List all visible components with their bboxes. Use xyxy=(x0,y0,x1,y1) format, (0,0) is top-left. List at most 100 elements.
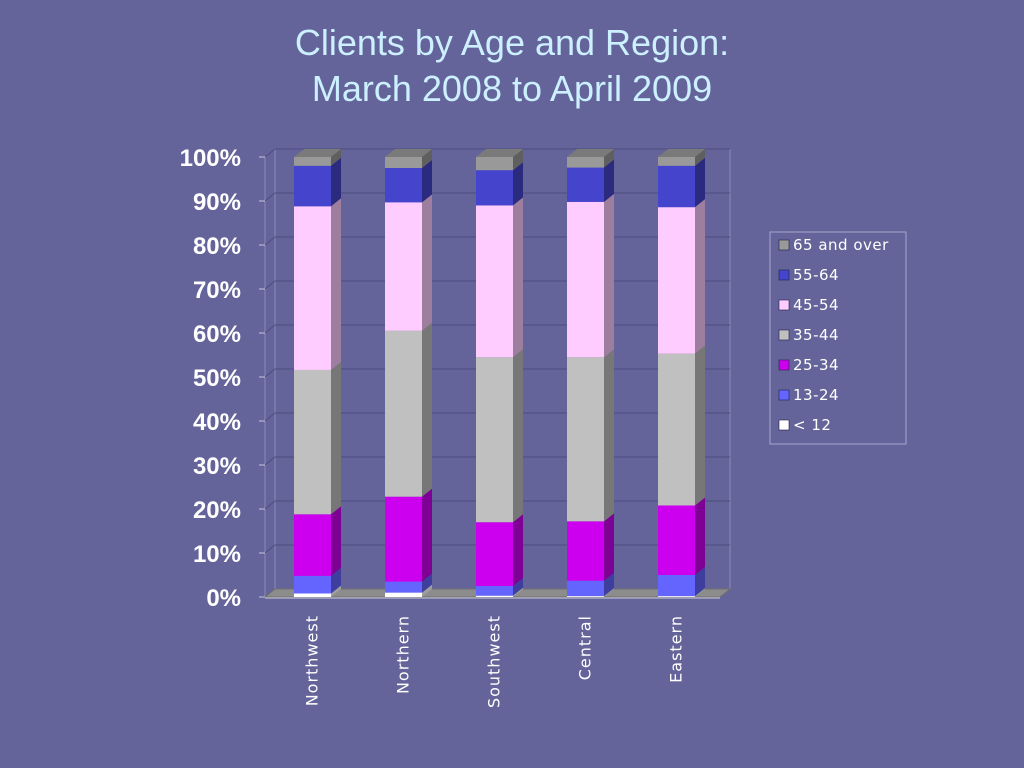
bar-segment-front xyxy=(658,157,695,166)
bar-segment-side xyxy=(422,149,432,168)
bar-segment-front xyxy=(658,596,695,597)
bar-top xyxy=(658,149,705,157)
bar-segment-front xyxy=(567,596,604,597)
bar-segment xyxy=(476,149,523,171)
bar-segment-side xyxy=(331,198,341,370)
bar-segment xyxy=(294,149,341,166)
bar-segment-front xyxy=(294,593,331,597)
bar-segment xyxy=(385,149,432,168)
bar-segment-side xyxy=(422,322,432,497)
gridline-side xyxy=(264,500,276,510)
legend-label: 45-54 xyxy=(793,296,839,314)
bar-segment xyxy=(476,587,523,597)
y-axis: 0% 10% 20% 30% 40% 50% 60% 70% 80% 90% 100% xyxy=(180,145,265,612)
x-tick-label: Northern xyxy=(394,615,413,694)
bar-segment-side xyxy=(695,497,705,575)
bar-segment xyxy=(385,573,432,593)
legend-label: 13-24 xyxy=(793,386,839,404)
legend-item: 25-34 xyxy=(778,356,839,374)
bar-top xyxy=(294,149,341,157)
bar-segment xyxy=(385,584,432,597)
legend: 65 and over 55-64 45-54 35-44 25-34 13-24 < 12 xyxy=(769,231,907,445)
legend-item: 65 and over xyxy=(778,236,889,254)
bar-segment-front xyxy=(476,522,513,586)
bar-segment xyxy=(385,194,432,331)
gridline-side xyxy=(264,412,276,422)
bar-segment-side xyxy=(604,193,614,358)
bar-segment-front xyxy=(476,205,513,358)
legend-swatch xyxy=(778,239,790,251)
bar-stack-eastern xyxy=(658,149,705,597)
bar-segment-front xyxy=(294,206,331,370)
legend-item: 45-54 xyxy=(778,296,839,314)
bar-segment xyxy=(567,193,614,358)
legend-item: < 12 xyxy=(778,416,831,434)
bar-segment-side xyxy=(513,197,523,358)
legend-swatch xyxy=(778,359,790,371)
bar-segment-front xyxy=(567,521,604,581)
legend-item: 13-24 xyxy=(778,386,839,404)
legend-swatch xyxy=(778,299,790,311)
bar-segment-front xyxy=(294,575,331,594)
legend-swatch xyxy=(778,389,790,401)
bar-segment-front xyxy=(476,357,513,523)
bar-stack-northwest xyxy=(294,149,341,597)
bar-segment-front xyxy=(476,586,513,596)
bar-segment-side xyxy=(422,488,432,582)
y-tick-label: 30% xyxy=(193,453,241,480)
bar-segment-front xyxy=(567,580,604,597)
gridline-side xyxy=(264,368,276,378)
bar-segment xyxy=(567,349,614,522)
bar-segment-front xyxy=(294,165,331,207)
bar-segment-side xyxy=(422,573,432,593)
bar-segment xyxy=(658,157,705,208)
bar-segment-side xyxy=(513,578,523,596)
bar-segment-front xyxy=(567,357,604,522)
bar-segment-side xyxy=(695,199,705,354)
bar-segment-side xyxy=(331,149,341,166)
bar-segment-side xyxy=(513,514,523,586)
bar-segment-side xyxy=(422,584,432,597)
bar-segment xyxy=(567,159,614,202)
y-tick-label: 40% xyxy=(193,409,241,436)
legend-label: 55-64 xyxy=(793,266,839,284)
bar-segment xyxy=(567,149,614,168)
y-tick-label: 20% xyxy=(193,497,241,524)
bar-segment xyxy=(294,157,341,207)
bar-segment-front xyxy=(476,157,513,171)
bar-segment xyxy=(476,578,523,596)
y-tick-label: 80% xyxy=(193,233,241,260)
bar-stack-southwest xyxy=(476,149,523,597)
bar-segment-side xyxy=(695,149,705,166)
bar-segment-front xyxy=(385,330,422,497)
bar-stack-central xyxy=(567,149,614,597)
legend-swatch xyxy=(778,329,790,341)
bar-segment-front xyxy=(294,514,331,576)
bar-segment xyxy=(294,361,341,515)
bar-segment-side xyxy=(513,149,523,171)
bar-segment-front xyxy=(658,505,695,575)
bar-segment xyxy=(294,506,341,576)
bar-segment-side xyxy=(604,349,614,522)
bar-segment-front xyxy=(294,157,331,166)
bar-segment-front xyxy=(385,157,422,168)
x-tick-label: Northwest xyxy=(303,615,322,706)
bar-segment xyxy=(567,513,614,581)
y-tick-label: 0% xyxy=(206,585,241,612)
legend-box xyxy=(769,231,907,445)
bar-segment xyxy=(476,514,523,586)
bar-segment-side xyxy=(695,345,705,506)
bar-segment-side xyxy=(422,160,432,203)
x-tick-label: Southwest xyxy=(485,615,504,708)
legend-swatch xyxy=(778,269,790,281)
bar-segment-side xyxy=(513,349,523,523)
bar-segment-side xyxy=(331,506,341,576)
gridline-side xyxy=(264,192,276,202)
bar-segment-side xyxy=(695,157,705,208)
bar-segment-front xyxy=(658,575,695,597)
bar-segment xyxy=(658,345,705,506)
legend-label: < 12 xyxy=(793,416,831,434)
bar-segment xyxy=(658,588,705,597)
bar-segment xyxy=(567,572,614,597)
